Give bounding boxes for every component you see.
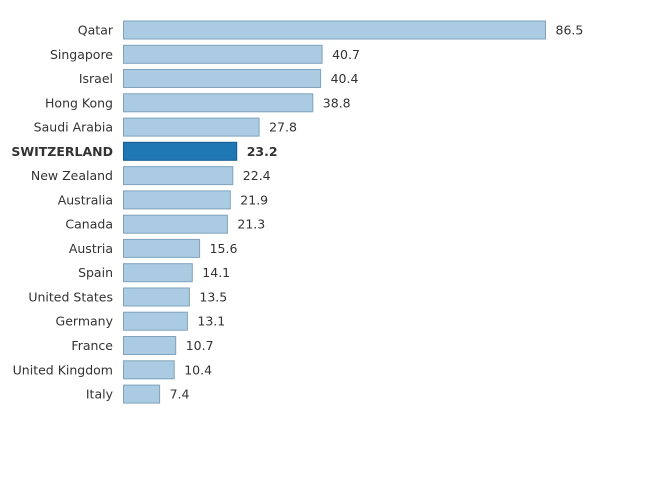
category-label: New Zealand [31, 168, 113, 183]
bar-germany [123, 311, 188, 331]
value-label: 22.4 [243, 168, 271, 183]
category-label: United States [28, 289, 113, 304]
bar-australia [123, 190, 231, 210]
category-label: Saudi Arabia [34, 120, 113, 135]
bar-saudi-arabia [123, 117, 260, 137]
bar-austria [123, 238, 201, 258]
category-label: Canada [65, 217, 113, 232]
category-label: Australia [58, 192, 113, 207]
value-label: 21.3 [237, 217, 265, 232]
value-label: 15.6 [210, 241, 238, 256]
category-label: Italy [86, 387, 114, 402]
value-label: 14.1 [202, 265, 230, 280]
value-label: 23.2 [247, 144, 278, 159]
value-label: 13.5 [199, 289, 227, 304]
category-label: SWITZERLAND [11, 144, 113, 159]
value-label: 13.1 [197, 314, 225, 329]
category-label: Qatar [78, 23, 114, 38]
value-label: 27.8 [269, 120, 297, 135]
category-label: United Kingdom [13, 362, 113, 377]
bar-qatar [123, 20, 546, 40]
category-label: Austria [69, 241, 113, 256]
category-label: France [71, 338, 113, 353]
value-label: 10.7 [186, 338, 214, 353]
category-label: Singapore [50, 47, 113, 62]
category-label: Hong Kong [45, 95, 113, 110]
bar-canada [123, 214, 228, 234]
value-label: 7.4 [170, 387, 190, 402]
category-label: Germany [56, 314, 114, 329]
value-label: 40.7 [332, 47, 360, 62]
bar-italy [123, 384, 161, 404]
value-label: 40.4 [331, 71, 359, 86]
category-label: Spain [78, 265, 113, 280]
value-label: 86.5 [556, 23, 584, 38]
bar-united-states [123, 287, 190, 307]
value-label: 38.8 [323, 95, 351, 110]
bar-switzerland [123, 141, 238, 161]
bar-israel [123, 69, 322, 88]
value-label: 10.4 [184, 362, 212, 377]
bar-united-kingdom [123, 360, 175, 380]
category-label: Israel [79, 71, 113, 86]
bar-hong-kong [123, 93, 314, 113]
bar-new-zealand [123, 166, 234, 186]
value-label: 21.9 [240, 192, 268, 207]
bar-france [123, 336, 177, 355]
bar-singapore [123, 44, 323, 64]
bar-spain [123, 263, 193, 283]
